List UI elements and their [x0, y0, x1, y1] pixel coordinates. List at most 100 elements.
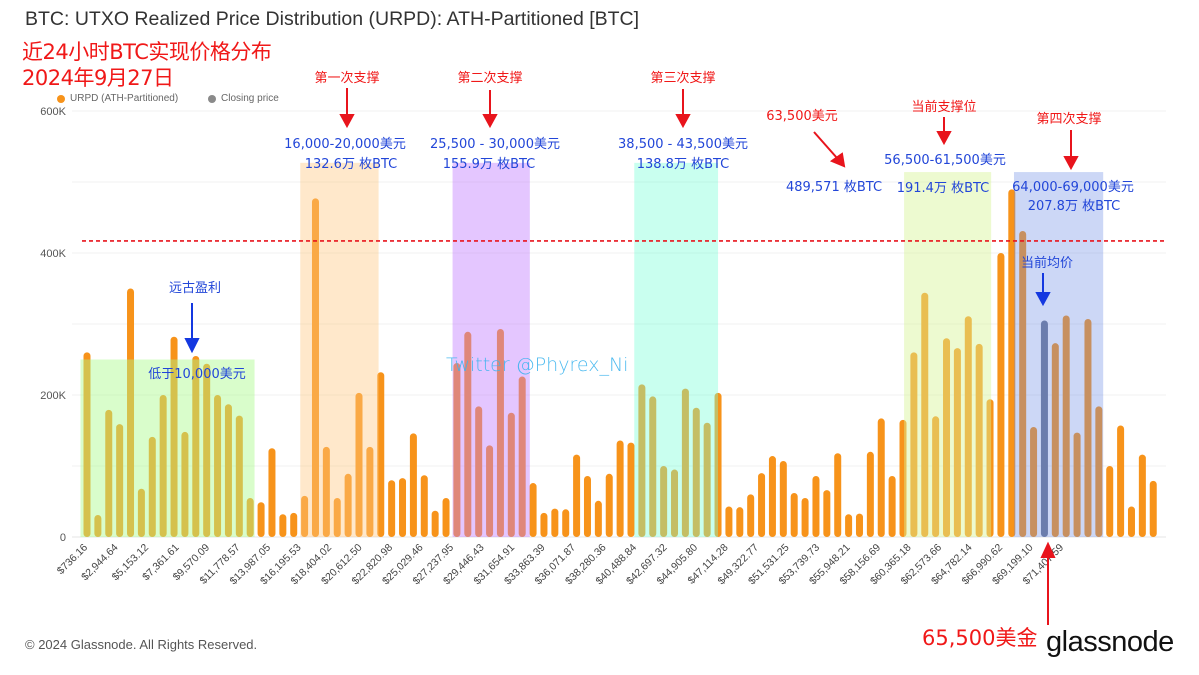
bar[interactable]: [127, 288, 135, 538]
bar[interactable]: [116, 424, 124, 537]
bar[interactable]: [855, 513, 863, 537]
bar[interactable]: [224, 404, 232, 537]
bar[interactable]: [845, 514, 853, 537]
bar[interactable]: [703, 422, 711, 537]
bar[interactable]: [692, 407, 700, 537]
bar[interactable]: [725, 506, 733, 537]
bar[interactable]: [518, 376, 526, 537]
bar[interactable]: [377, 372, 385, 537]
bar[interactable]: [431, 510, 439, 537]
bar[interactable]: [671, 469, 679, 537]
bar[interactable]: [790, 492, 798, 537]
bar[interactable]: [562, 509, 570, 537]
bar[interactable]: [105, 409, 113, 537]
bar[interactable]: [486, 445, 494, 537]
legend-item-closing-price[interactable]: Closing price: [208, 93, 279, 104]
bar[interactable]: [279, 514, 287, 537]
bar[interactable]: [943, 338, 951, 537]
bar[interactable]: [888, 475, 896, 537]
bar[interactable]: [420, 475, 428, 537]
bar[interactable]: [83, 352, 91, 537]
bar[interactable]: [768, 456, 776, 537]
bar[interactable]: [235, 415, 243, 537]
bar[interactable]: [203, 363, 211, 537]
bar[interactable]: [681, 388, 689, 537]
bar[interactable]: [997, 253, 1005, 537]
bar[interactable]: [986, 399, 994, 537]
bar[interactable]: [1008, 189, 1016, 537]
bar[interactable]: [388, 480, 396, 537]
bar[interactable]: [246, 497, 254, 537]
legend-item-urpd[interactable]: URPD (ATH-Partitioned): [57, 93, 178, 104]
bar[interactable]: [910, 352, 918, 537]
bar[interactable]: [736, 507, 744, 537]
bar[interactable]: [1127, 506, 1135, 537]
bar[interactable]: [1030, 426, 1038, 537]
bar[interactable]: [366, 446, 374, 537]
bar[interactable]: [1073, 432, 1081, 537]
bar[interactable]: [638, 384, 646, 537]
bar[interactable]: [170, 336, 178, 537]
bar[interactable]: [866, 451, 874, 537]
bar[interactable]: [627, 442, 635, 537]
bar[interactable]: [355, 392, 363, 537]
bar[interactable]: [1138, 454, 1146, 537]
bar[interactable]: [1084, 319, 1092, 537]
bar[interactable]: [616, 440, 624, 537]
bar[interactable]: [812, 475, 820, 537]
bar[interactable]: [311, 198, 319, 537]
bar[interactable]: [453, 363, 461, 537]
bar[interactable]: [758, 473, 766, 537]
bar[interactable]: [442, 497, 450, 537]
bar[interactable]: [551, 508, 559, 537]
bar[interactable]: [605, 473, 613, 537]
bar[interactable]: [1106, 466, 1114, 537]
bar[interactable]: [801, 497, 809, 537]
bar[interactable]: [1117, 425, 1125, 537]
bar[interactable]: [409, 433, 417, 537]
bar[interactable]: [181, 431, 189, 537]
bar[interactable]: [148, 436, 156, 537]
bar[interactable]: [779, 461, 787, 537]
bar[interactable]: [823, 490, 831, 537]
bar[interactable]: [964, 316, 972, 537]
bar[interactable]: [953, 348, 961, 537]
bar[interactable]: [529, 483, 537, 537]
bar[interactable]: [257, 502, 265, 537]
bar[interactable]: [747, 494, 755, 537]
bar[interactable]: [932, 416, 940, 537]
bar[interactable]: [594, 500, 602, 537]
bar[interactable]: [921, 292, 929, 537]
bar[interactable]: [399, 478, 407, 537]
bar[interactable]: [573, 454, 581, 537]
bar[interactable]: [214, 395, 222, 537]
bar[interactable]: [496, 328, 504, 537]
bar[interactable]: [1019, 230, 1027, 538]
bar[interactable]: [464, 331, 472, 537]
bar[interactable]: [714, 392, 722, 537]
bar[interactable]: [1062, 315, 1070, 537]
bar[interactable]: [137, 488, 145, 537]
bar[interactable]: [268, 448, 276, 537]
bar[interactable]: [301, 495, 309, 537]
bar[interactable]: [333, 497, 341, 537]
bar[interactable]: [1149, 480, 1157, 537]
bar[interactable]: [1095, 406, 1103, 537]
bar[interactable]: [290, 512, 298, 537]
bar[interactable]: [192, 355, 200, 537]
bar[interactable]: [975, 343, 983, 537]
bar[interactable]: [507, 412, 515, 537]
bar[interactable]: [660, 466, 668, 537]
bar[interactable]: [540, 512, 548, 537]
bar[interactable]: [834, 453, 842, 537]
bar[interactable]: [159, 395, 167, 537]
bar[interactable]: [475, 406, 483, 537]
bar[interactable]: [94, 514, 102, 537]
closing-price-bar[interactable]: [1040, 320, 1048, 537]
bar[interactable]: [649, 396, 657, 537]
bar[interactable]: [322, 446, 330, 537]
bar[interactable]: [583, 475, 591, 537]
bar[interactable]: [1051, 343, 1059, 537]
bar[interactable]: [877, 418, 885, 537]
bar[interactable]: [344, 473, 352, 537]
